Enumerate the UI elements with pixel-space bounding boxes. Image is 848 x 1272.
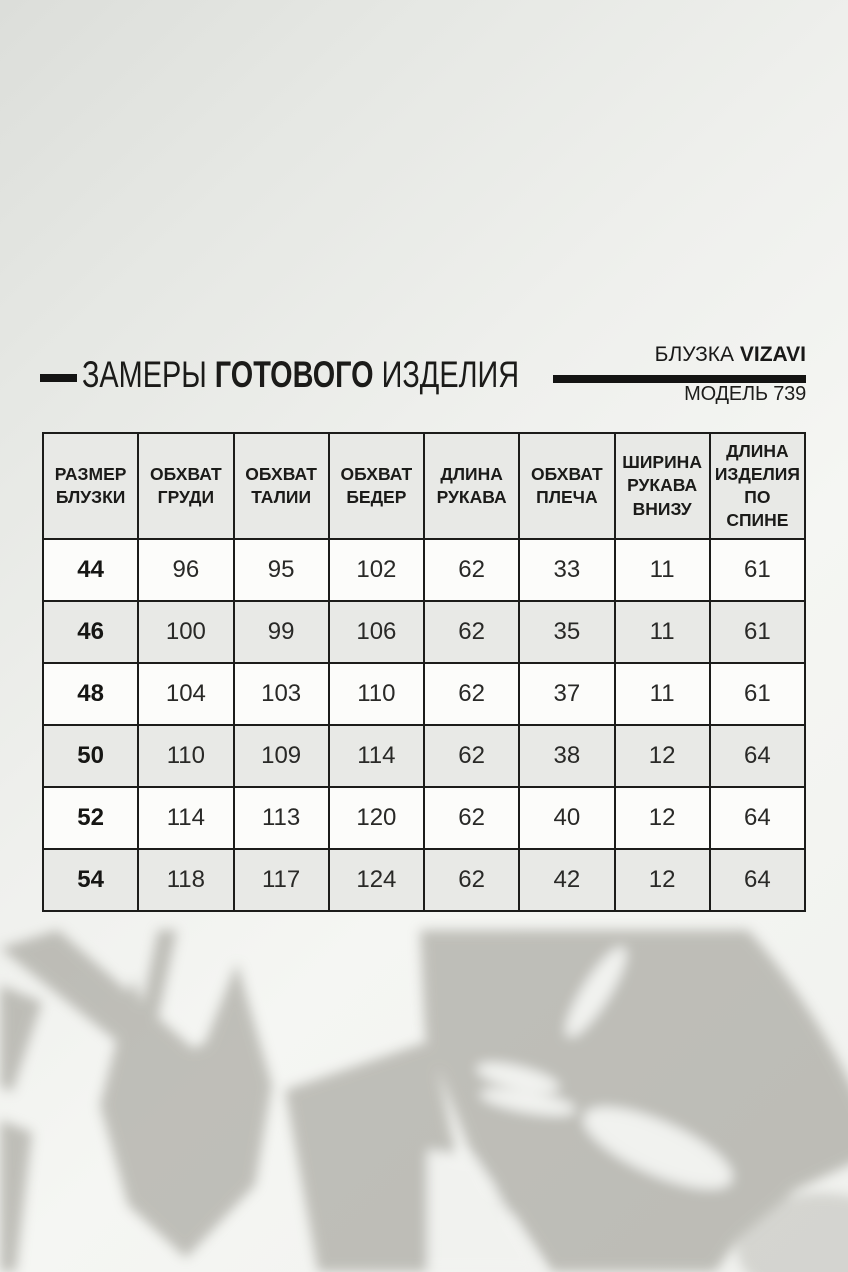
page-title: ЗАМЕРЫ ГОТОВОГО ИЗДЕЛИЯ (82, 356, 519, 393)
measurement-cell-back-length: 61 (708, 662, 807, 726)
measurement-cell-back-length: 64 (708, 724, 807, 788)
table-row-size-48: 48 104 103 110 62 37 11 61 (41, 662, 807, 726)
leaf-mass-lower (285, 1040, 455, 1272)
measurement-cell-sleeve-width-bottom: 12 (613, 848, 711, 912)
measurement-cell-hips: 106 (327, 600, 426, 664)
corner-soft-blob (737, 1193, 848, 1272)
measurement-cell-shoulder: 35 (518, 600, 616, 664)
table-header-row: РАЗМЕР БЛУЗКИ ОБХВАТ ГРУДИ ОБХВАТ ТАЛИИ ОБХ… (41, 432, 807, 540)
measurement-cell-waist: 99 (232, 600, 330, 664)
measurement-cell-bust: 96 (137, 538, 235, 602)
table-row-size-54: 54 118 117 124 62 42 12 64 (41, 848, 807, 912)
measurement-cell-bust: 118 (137, 848, 235, 912)
size-cell: 46 (41, 600, 140, 664)
leaf-slit-2 (477, 1063, 559, 1093)
column-header-shoulder: ОБХВАТ ПЛЕЧА (518, 432, 616, 540)
measurement-cell-hips: 124 (327, 848, 426, 912)
size-cell: 48 (41, 662, 140, 726)
table-row-size-44: 44 96 95 102 62 33 11 61 (41, 538, 807, 602)
measurement-cell-shoulder: 37 (518, 662, 616, 726)
measurement-cell-waist: 103 (232, 662, 330, 726)
measurement-cell-bust: 110 (137, 724, 235, 788)
measurement-cell-waist: 95 (232, 538, 330, 602)
leaf-gap-wedge (428, 1150, 545, 1272)
measurement-cell-waist: 109 (232, 724, 330, 788)
table-row-size-50: 50 110 109 114 62 38 12 64 (41, 724, 807, 788)
measurement-cell-sleeve-width-bottom: 11 (613, 600, 711, 664)
title-rule-line (553, 375, 806, 383)
measurement-cell-bust: 100 (137, 600, 235, 664)
size-measurements-table: РАЗМЕР БЛУЗКИ ОБХВАТ ГРУДИ ОБХВАТ ТАЛИИ ОБХ… (41, 432, 807, 912)
column-header-hips: ОБХВАТ БЕДЕР (327, 432, 426, 540)
measurement-cell-shoulder: 42 (518, 848, 616, 912)
measurement-cell-waist: 113 (232, 786, 330, 850)
measurement-cell-back-length: 61 (708, 600, 807, 664)
leaf-slit-4 (584, 1107, 732, 1189)
measurement-cell-shoulder: 33 (518, 538, 616, 602)
size-cell: 44 (41, 538, 140, 602)
measurement-cell-shoulder: 38 (518, 724, 616, 788)
measurement-cell-back-length: 64 (708, 786, 807, 850)
leaf-edge-left (0, 985, 42, 1092)
leaf-slit-1 (566, 947, 626, 1037)
column-header-bust: ОБХВАТ ГРУДИ (137, 432, 235, 540)
table-body: 44 96 95 102 62 33 11 61 46 100 99 106 62 35 11 61 48 104… (41, 538, 807, 912)
measurement-cell-sleeve-length: 62 (422, 724, 521, 788)
measurement-cell-shoulder: 40 (518, 786, 616, 850)
measurement-cell-sleeve-length: 62 (422, 848, 521, 912)
measurement-cell-sleeve-length: 62 (422, 662, 521, 726)
measurement-cell-sleeve-width-bottom: 12 (613, 724, 711, 788)
left-edge-soft-band (0, 1120, 32, 1272)
leaf-sliver-bottom (560, 1192, 642, 1272)
size-cell: 50 (41, 724, 140, 788)
measurement-cell-sleeve-width-bottom: 11 (613, 662, 711, 726)
column-header-sleeve-width-bottom: ШИРИНА РУКАВА ВНИЗУ (613, 432, 711, 540)
measurement-cell-sleeve-length: 62 (422, 786, 521, 850)
column-header-sleeve-length: ДЛИНА РУКАВА (422, 432, 521, 540)
measurement-cell-hips: 114 (327, 724, 426, 788)
measurement-cell-sleeve-length: 62 (422, 600, 521, 664)
table-row-size-52: 52 114 113 120 62 40 12 64 (41, 786, 807, 850)
column-header-waist: ОБХВАТ ТАЛИИ (232, 432, 330, 540)
title-word-regular: ЗАМЕРЫ (82, 354, 207, 395)
title-dash-accent (40, 374, 77, 382)
leaf-slit-3 (480, 1089, 576, 1115)
column-header-back-length: ДЛИНА ИЗДЕЛИЯ ПО СПИНЕ (708, 432, 807, 540)
size-cell: 54 (41, 848, 140, 912)
title-word-regular: ИЗДЕЛИЯ (381, 354, 520, 395)
measurement-cell-hips: 110 (327, 662, 426, 726)
table-header: РАЗМЕР БЛУЗКИ ОБХВАТ ГРУДИ ОБХВАТ ТАЛИИ ОБХ… (41, 432, 807, 540)
measurement-cell-back-length: 61 (708, 538, 807, 602)
measurement-cell-waist: 117 (232, 848, 330, 912)
model-number: МОДЕЛЬ 739 (684, 383, 806, 405)
brand-name: VIZAVI (739, 343, 806, 366)
measurement-cell-sleeve-length: 62 (422, 538, 521, 602)
measurement-cell-hips: 120 (327, 786, 426, 850)
measurement-cell-bust: 104 (137, 662, 235, 726)
table-row-size-46: 46 100 99 106 62 35 11 61 (41, 600, 807, 664)
header-section: ЗАМЕРЫ ГОТОВОГО ИЗДЕЛИЯ БЛУЗКА VIZAVI МО… (0, 0, 848, 432)
measurement-cell-bust: 114 (137, 786, 235, 850)
measurement-cell-hips: 102 (327, 538, 426, 602)
size-cell: 52 (41, 786, 140, 850)
measurement-cell-sleeve-width-bottom: 11 (613, 538, 711, 602)
leaf-double-point (100, 963, 272, 1258)
measurement-cell-sleeve-width-bottom: 12 (613, 786, 711, 850)
title-word-bold: ГОТОВОГО (214, 354, 374, 395)
column-header-blouse-size: РАЗМЕР БЛУЗКИ (41, 432, 140, 540)
measurement-cell-back-length: 64 (708, 848, 807, 912)
product-name: БЛУЗКА VIZAVI (655, 344, 806, 365)
product-type-label: БЛУЗКА (654, 343, 735, 366)
